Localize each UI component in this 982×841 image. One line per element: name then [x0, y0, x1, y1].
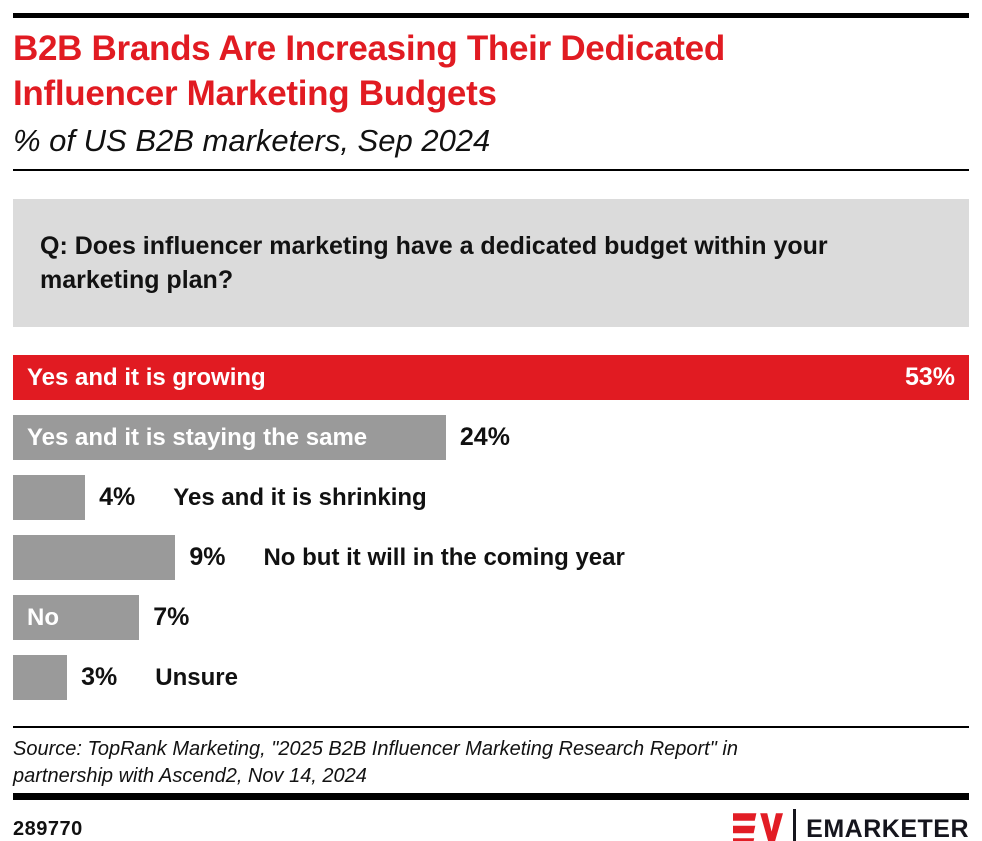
bar-category-label: Yes and it is staying the same	[27, 423, 368, 451]
bar-value-label: 4%	[99, 483, 136, 511]
source-note: Source: TopRank Marketing, "2025 B2B Inf…	[13, 738, 738, 787]
footer: 289770 EMARKETER	[13, 809, 969, 841]
emarketer-logo: EMARKETER	[733, 809, 969, 841]
chart-title: B2B Brands Are Increasing Their Dedicate…	[13, 29, 725, 113]
bar-value-label: 24%	[459, 423, 510, 451]
header-divider	[13, 169, 969, 171]
top-rule	[13, 13, 969, 18]
bar-value-label: 9%	[189, 543, 226, 571]
bar: Yes and it is growing 53%	[13, 355, 969, 400]
bar	[13, 475, 86, 520]
bar: No	[13, 595, 140, 640]
bar-row: Yes and it is growing 53%	[13, 355, 969, 400]
logo-divider	[793, 809, 797, 841]
bar-value-label: 7%	[153, 603, 190, 631]
bar	[13, 655, 68, 700]
bar-row: 4% Yes and it is shrinking	[13, 475, 969, 520]
survey-question-text: Q: Does influencer marketing have a dedi…	[40, 232, 828, 294]
emarketer-wordmark: EMARKETER	[806, 814, 969, 841]
bar	[13, 535, 176, 580]
bar-row: No 7%	[13, 595, 969, 640]
bar-category-label: Unsure	[155, 663, 238, 691]
bar-chart: Yes and it is growing 53% Yes and it is …	[13, 355, 969, 700]
bar-category-label: No	[27, 603, 59, 631]
bar-value-label: 53%	[904, 363, 955, 391]
footer-rule	[13, 793, 969, 800]
bar-category-label: No but it will in the coming year	[263, 543, 625, 571]
bar-row: 3% Unsure	[13, 655, 969, 700]
bar-category-label: Yes and it is shrinking	[173, 483, 427, 511]
emarketer-monogram-icon	[733, 812, 784, 841]
bar-category-label: Yes and it is growing	[27, 363, 266, 391]
chart-page: B2B Brands Are Increasing Their Dedicate…	[0, 13, 982, 841]
bar: Yes and it is staying the same	[13, 415, 446, 460]
survey-question-box: Q: Does influencer marketing have a dedi…	[13, 199, 969, 327]
source-divider	[13, 726, 969, 728]
bar-row: Yes and it is staying the same 24%	[13, 415, 969, 460]
bar-row: 9% No but it will in the coming year	[13, 535, 969, 580]
chart-id: 289770	[13, 817, 83, 840]
chart-subtitle: % of US B2B marketers, Sep 2024	[13, 123, 491, 158]
bar-value-label: 3%	[81, 663, 118, 691]
